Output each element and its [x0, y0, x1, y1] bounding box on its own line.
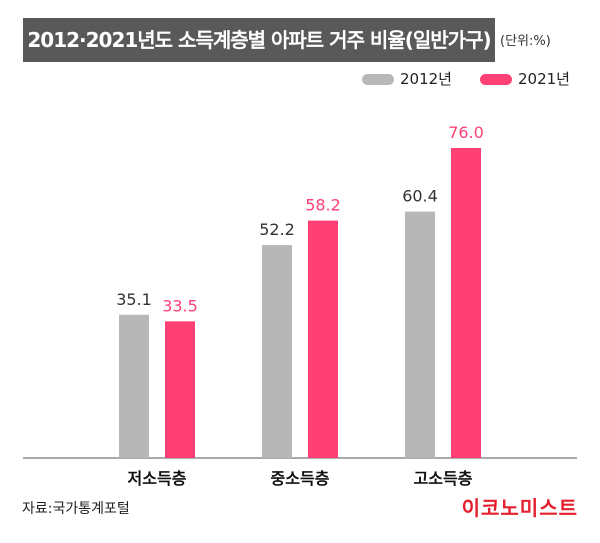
data-label-2021-0: 33.5	[162, 296, 198, 315]
bar-2021-2	[451, 148, 481, 458]
bar-2012-2	[405, 211, 435, 458]
legend-label-2012: 2012년	[400, 70, 452, 88]
legend-item-2021: 2021년	[480, 68, 570, 89]
category-label-2: 고소득층	[414, 469, 473, 488]
bar-2021-0	[165, 321, 195, 458]
data-label-2021-1: 58.2	[305, 196, 341, 215]
data-label-2012-1: 52.2	[259, 220, 295, 239]
bar-2012-0	[119, 314, 149, 458]
source-note: 자료:국가통계포털	[22, 501, 130, 517]
data-label-2012-0: 35.1	[116, 290, 152, 309]
brand-logo: 이코노미스트	[461, 496, 578, 520]
chart-title: 2012·2021년도 소득계층별 아파트 거주 비율(일반가구)	[27, 28, 491, 52]
legend-item-2012: 2012년	[362, 68, 452, 89]
category-label-0: 저소득층	[128, 469, 187, 488]
data-label-2021-2: 76.0	[448, 123, 484, 142]
data-label-2012-2: 60.4	[402, 187, 438, 206]
legend-swatch-2021	[480, 74, 512, 85]
bar-2021-1	[308, 220, 338, 458]
bar-2012-1	[262, 245, 292, 458]
unit-label: (단위:%)	[500, 34, 551, 49]
legend-label-2021: 2021년	[518, 70, 570, 88]
title-bar	[23, 18, 495, 62]
category-label-1: 중소득층	[271, 469, 330, 488]
legend-swatch-2012	[362, 74, 394, 85]
